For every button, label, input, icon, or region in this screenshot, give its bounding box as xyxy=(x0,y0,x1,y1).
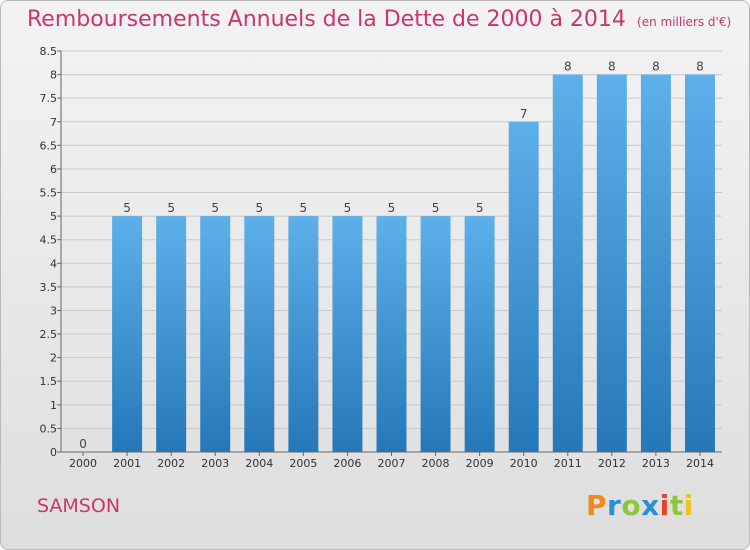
y-tick-label: 5.5 xyxy=(40,187,58,200)
value-label: 5 xyxy=(167,201,175,215)
x-tick-label: 2010 xyxy=(510,457,538,470)
x-tick-label: 2006 xyxy=(333,457,361,470)
x-tick-label: 2009 xyxy=(466,457,494,470)
value-label: 7 xyxy=(520,107,528,121)
y-tick-label: 3 xyxy=(50,304,57,317)
x-tick-label: 2008 xyxy=(422,457,450,470)
bar-2002 xyxy=(156,216,187,452)
y-tick-label: 0.5 xyxy=(40,422,58,435)
chart-title-unit: (en milliers d'€) xyxy=(637,15,732,29)
y-tick-label: 7 xyxy=(50,116,57,129)
x-tick-label: 2005 xyxy=(289,457,317,470)
bar-2010 xyxy=(508,121,539,452)
commune-name: SAMSON xyxy=(37,495,121,517)
bar-2013 xyxy=(640,74,671,453)
value-label: 5 xyxy=(123,201,131,215)
bar-2008 xyxy=(420,216,451,452)
y-tick-label: 8 xyxy=(50,69,57,82)
logo-letter: r xyxy=(607,489,622,522)
bar-2014 xyxy=(684,74,715,453)
y-tick-label: 4.5 xyxy=(40,234,58,247)
y-tick-label: 1 xyxy=(50,399,57,412)
logo-letter: P xyxy=(586,489,608,522)
x-tick-label: 2007 xyxy=(378,457,406,470)
x-tick-label: 2014 xyxy=(686,457,714,470)
value-label: 8 xyxy=(564,60,572,74)
logo-letter: i xyxy=(683,489,694,522)
y-tick-label: 8.5 xyxy=(40,45,58,58)
logo-letter: t xyxy=(669,489,684,522)
x-tick-label: 2002 xyxy=(157,457,185,470)
y-tick-label: 6.5 xyxy=(40,139,58,152)
bar-2001 xyxy=(112,216,143,452)
y-tick-label: 3.5 xyxy=(40,281,58,294)
y-tick-label: 1.5 xyxy=(40,375,58,388)
y-tick-label: 2.5 xyxy=(40,328,58,341)
logo-letter: i xyxy=(659,489,670,522)
y-tick-label: 4 xyxy=(50,257,57,270)
y-tick-label: 0 xyxy=(50,446,57,459)
bar-2006 xyxy=(332,216,363,452)
y-tick-label: 2 xyxy=(50,352,57,365)
proxiti-logo: Proxiti xyxy=(586,489,694,522)
bar-2004 xyxy=(244,216,275,452)
value-label: 0 xyxy=(79,437,87,451)
x-tick-label: 2011 xyxy=(554,457,582,470)
bar-2011 xyxy=(552,74,583,453)
x-tick-label: 2001 xyxy=(113,457,141,470)
logo-letter: o xyxy=(621,489,642,522)
x-tick-label: 2013 xyxy=(642,457,670,470)
x-tick-label: 2003 xyxy=(201,457,229,470)
y-tick-label: 6 xyxy=(50,163,57,176)
x-tick-label: 2004 xyxy=(245,457,273,470)
x-tick-label: 2012 xyxy=(598,457,626,470)
logo-letter: x xyxy=(641,489,660,522)
value-label: 5 xyxy=(432,201,440,215)
x-tick-label: 2000 xyxy=(69,457,97,470)
value-label: 5 xyxy=(344,201,352,215)
value-label: 5 xyxy=(255,201,263,215)
bar-2007 xyxy=(376,216,407,452)
value-label: 5 xyxy=(388,201,396,215)
value-label: 5 xyxy=(300,201,308,215)
value-label: 5 xyxy=(476,201,484,215)
value-label: 8 xyxy=(652,60,660,74)
bar-2003 xyxy=(200,216,231,452)
value-label: 5 xyxy=(211,201,219,215)
bar-2012 xyxy=(596,74,627,453)
chart-title: Remboursements Annuels de la Dette de 20… xyxy=(27,7,731,32)
y-tick-label: 5 xyxy=(50,210,57,223)
bar-2005 xyxy=(288,216,319,452)
chart-title-main: Remboursements Annuels de la Dette de 20… xyxy=(27,7,626,32)
value-label: 8 xyxy=(608,60,616,74)
bar-2009 xyxy=(464,216,495,452)
y-tick-label: 7.5 xyxy=(40,92,58,105)
value-label: 8 xyxy=(696,60,704,74)
